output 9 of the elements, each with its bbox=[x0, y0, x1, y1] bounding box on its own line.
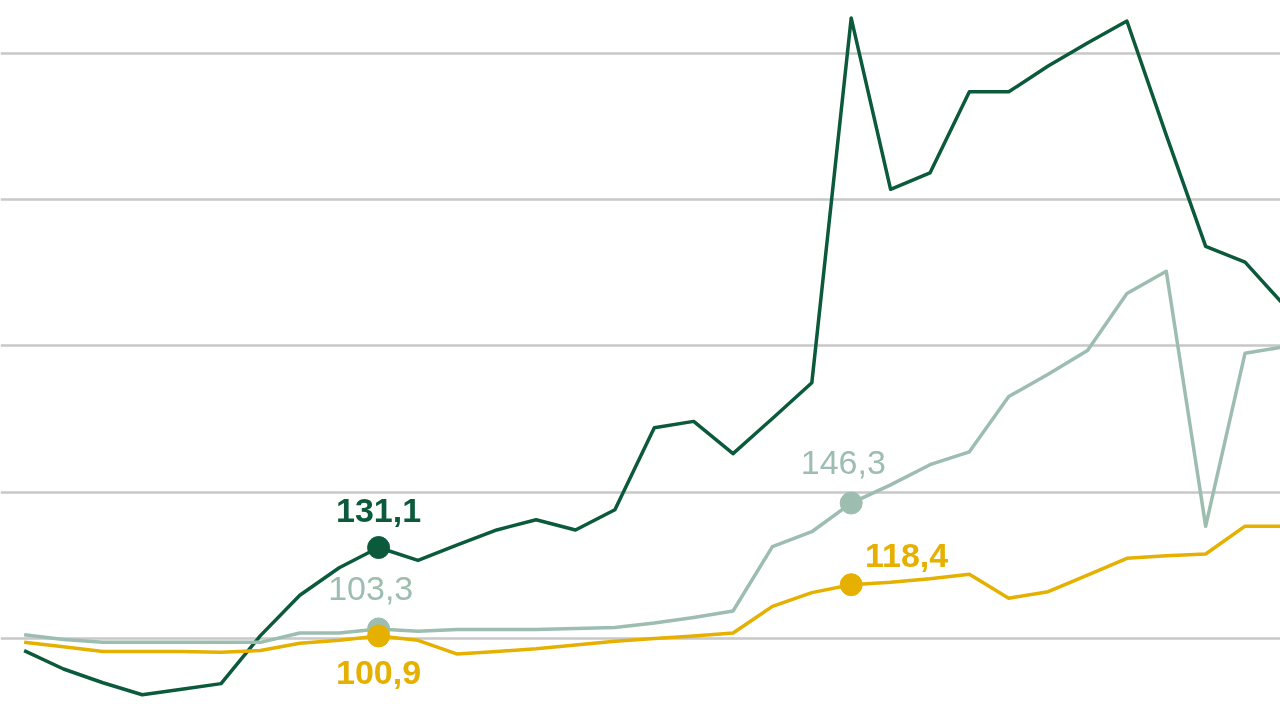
data-label: 131,1 bbox=[336, 491, 422, 530]
data-label: 103,3 bbox=[328, 569, 414, 608]
point bbox=[367, 536, 391, 559]
point bbox=[367, 624, 391, 648]
data-label: 146,3 bbox=[800, 443, 886, 482]
point bbox=[839, 573, 863, 597]
data-label: 118,4 bbox=[864, 535, 949, 574]
data-label: 100,9 bbox=[336, 653, 422, 692]
point bbox=[839, 491, 863, 515]
